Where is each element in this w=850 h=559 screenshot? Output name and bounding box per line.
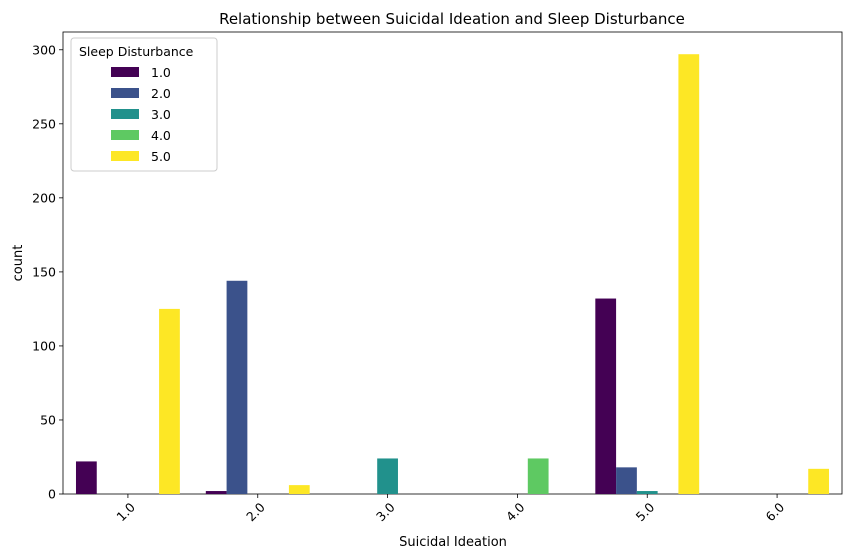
legend-label-2.0: 2.0 [151,86,171,101]
x-tick-label: 3.0 [373,499,398,524]
bar-2.0-series-2.0 [226,280,248,494]
legend-swatch-2.0 [111,88,139,98]
y-axis: 0 50 100 150 200 250 300 [32,42,63,502]
x-tick-label: 2.0 [243,499,268,524]
y-tick-label: 300 [32,42,56,57]
x-axis-label: Suicidal Ideation [399,535,507,550]
bar-5.0-series-1.0 [595,298,617,494]
legend-title: Sleep Disturbance [79,44,194,59]
y-tick-label: 0 [48,487,56,502]
legend-label-4.0: 4.0 [151,128,171,143]
legend-label-5.0: 5.0 [151,149,171,164]
y-tick-label: 100 [32,338,56,353]
legend-label-1.0: 1.0 [151,65,171,80]
y-axis-label: count [11,245,26,282]
bar-5.0-series-3.0 [636,491,658,494]
x-tick-label: 5.0 [633,499,658,524]
bar-3.0-series-3.0 [377,458,398,494]
plot-area [62,31,843,495]
legend-box [70,37,218,172]
x-axis: 1.0 2.0 3.0 4.0 5.0 6.0 [113,494,787,524]
legend-swatch-5.0 [111,151,139,161]
legend-swatch-4.0 [111,130,139,140]
bar-4.0-series-4.0 [527,458,549,494]
y-tick-label: 250 [32,116,56,131]
legend-swatch-1.0 [111,67,139,77]
bar-1.0-series-5.0 [159,308,180,494]
y-tick-label: 50 [40,412,56,427]
x-tick-label: 1.0 [113,499,138,524]
y-tick-label: 200 [32,190,56,205]
bar-1.0-series-1.0 [75,461,97,494]
legend: Sleep Disturbance 1.0 2.0 3.0 4.0 5.0 [70,37,218,172]
chart-title: Relationship between Suicidal Ideation a… [219,10,685,28]
bar-5.0-series-2.0 [616,467,637,494]
legend-swatch-3.0 [111,109,139,119]
bar-2.0-series-5.0 [288,485,310,494]
bar-6.0-series-5.0 [808,468,830,494]
bar-2.0-series-1.0 [205,491,227,494]
legend-label-3.0: 3.0 [151,107,171,122]
x-tick-label: 4.0 [503,499,528,524]
bar-5.0-series-5.0 [678,54,700,495]
bars-group [75,54,830,495]
x-tick-label: 6.0 [763,499,788,524]
y-tick-label: 150 [32,264,56,279]
